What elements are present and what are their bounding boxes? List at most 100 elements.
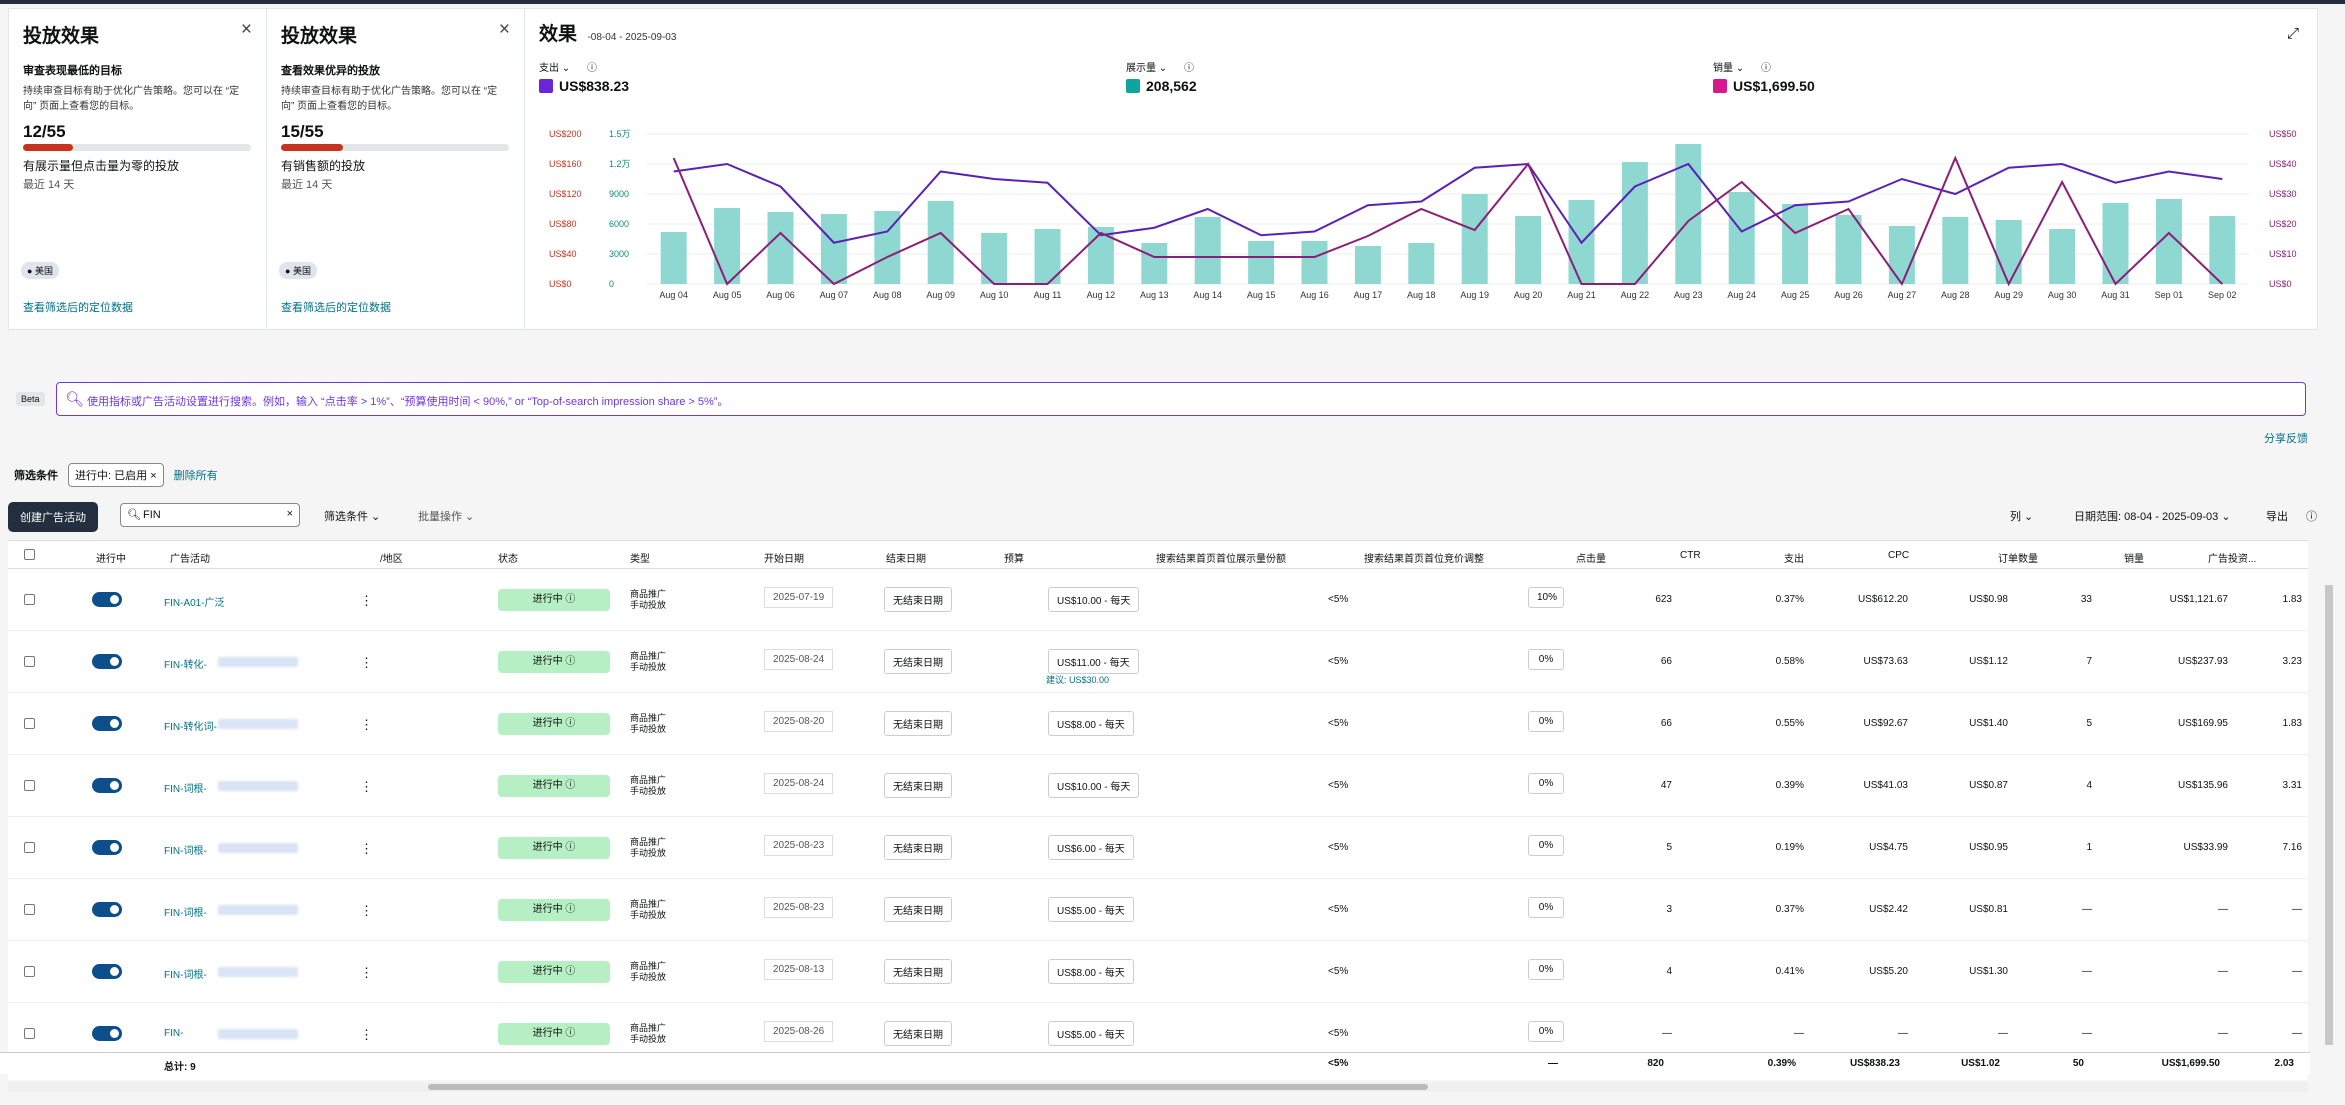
filter-chip[interactable]: 进行中: 已启用 × <box>68 463 164 487</box>
bid-adjustment-field[interactable]: 0% <box>1528 897 1564 918</box>
insight-card: 投放效果 × 查看效果优异的投放 持续审查目标有助于优化广告策略。您可以在 “定… <box>267 9 525 329</box>
campaign-search-input[interactable]: 🔍︎ FIN × <box>120 503 300 527</box>
vertical-scrollbar[interactable] <box>2325 585 2333 1045</box>
clear-icon[interactable]: × <box>286 508 293 520</box>
column-header[interactable]: 进行中 <box>96 554 126 565</box>
end-date-button[interactable]: 无结束日期 <box>884 897 952 922</box>
row-checkbox[interactable] <box>24 904 35 915</box>
metric-selector[interactable]: 展示量 ⌄ ⓘ 208,562 <box>1126 63 1197 94</box>
column-header[interactable]: 搜索结果首页首位竞价调整 <box>1364 554 1484 565</box>
row-checkbox[interactable] <box>24 1028 35 1039</box>
create-campaign-button[interactable]: 创建广告活动 <box>8 502 98 532</box>
column-header[interactable]: 销量 <box>2124 554 2144 565</box>
column-header[interactable]: 广告投资... <box>2208 554 2257 565</box>
end-date-button[interactable]: 无结束日期 <box>884 835 952 860</box>
budget-suggestion[interactable]: 建议: US$30.00 <box>1046 675 1110 685</box>
more-icon[interactable]: ⋮ <box>360 655 373 670</box>
expand-icon[interactable]: ⤢ <box>2286 25 2299 42</box>
campaign-name-link[interactable]: FIN-词根- <box>164 846 207 857</box>
column-header[interactable]: 点击量 <box>1576 554 1606 565</box>
end-date-button[interactable]: 无结束日期 <box>884 587 952 612</box>
active-toggle[interactable] <box>92 902 122 917</box>
active-toggle[interactable] <box>92 778 122 793</box>
cpc: US$0.87 <box>1969 780 2008 791</box>
filter-dropdown[interactable]: 筛选条件 ⌄ <box>324 511 381 523</box>
close-icon[interactable]: × <box>240 19 252 40</box>
budget-field[interactable]: US$5.00 - 每天 <box>1048 897 1134 922</box>
budget-field[interactable]: US$11.00 - 每天 <box>1048 649 1139 674</box>
feedback-link[interactable]: 分享反馈 <box>2264 433 2308 445</box>
budget-field[interactable]: US$8.00 - 每天 <box>1048 959 1134 984</box>
column-header[interactable]: /地区 <box>380 554 403 565</box>
campaign-name-link[interactable]: FIN-转化词- <box>164 722 217 733</box>
column-header[interactable]: 订单数量 <box>1998 554 2038 565</box>
row-checkbox[interactable] <box>24 718 35 729</box>
row-checkbox[interactable] <box>24 842 35 853</box>
more-icon[interactable]: ⋮ <box>360 903 373 918</box>
column-header[interactable]: 状态 <box>498 554 518 565</box>
bid-adjustment-field[interactable]: 0% <box>1528 1021 1564 1042</box>
column-header[interactable]: 搜索结果首页首位展示量份额 <box>1156 554 1286 565</box>
end-date-button[interactable]: 无结束日期 <box>884 959 952 984</box>
column-header[interactable]: CPC <box>1888 550 1910 561</box>
active-toggle[interactable] <box>92 654 122 669</box>
select-all-checkbox[interactable] <box>24 549 35 560</box>
bulk-actions-dropdown[interactable]: 批量操作 ⌄ <box>418 511 475 523</box>
active-toggle[interactable] <box>92 840 122 855</box>
bid-adjustment-field[interactable]: 0% <box>1528 959 1564 980</box>
bid-adjustment-field[interactable]: 0% <box>1528 649 1564 670</box>
close-icon[interactable]: × <box>498 19 510 40</box>
column-header[interactable]: 结束日期 <box>886 554 926 565</box>
view-targeting-link[interactable]: 查看筛选后的定位数据 <box>23 302 133 314</box>
active-toggle[interactable] <box>92 716 122 731</box>
metric-selector[interactable]: 支出 ⌄ ⓘ US$838.23 <box>539 63 630 94</box>
row-checkbox[interactable] <box>24 594 35 605</box>
columns-dropdown[interactable]: 列 ⌄ <box>2010 511 2034 523</box>
end-date-button[interactable]: 无结束日期 <box>884 773 952 798</box>
campaign-name-link[interactable]: FIN-A01-广泛 <box>164 598 225 609</box>
export-button[interactable]: 导出 <box>2266 511 2288 523</box>
more-icon[interactable]: ⋮ <box>360 717 373 732</box>
campaign-name-link[interactable]: FIN-词根- <box>164 970 207 981</box>
date-range-dropdown[interactable]: 日期范围: 08-04 - 2025-09-03 ⌄ <box>2074 511 2231 523</box>
more-icon[interactable]: ⋮ <box>360 593 373 608</box>
budget-field[interactable]: US$8.00 - 每天 <box>1048 711 1134 736</box>
row-checkbox[interactable] <box>24 656 35 667</box>
end-date-button[interactable]: 无结束日期 <box>884 649 952 674</box>
more-icon[interactable]: ⋮ <box>360 779 373 794</box>
campaign-name-link[interactable]: FIN-转化- <box>164 660 207 671</box>
column-header[interactable]: 开始日期 <box>764 554 804 565</box>
bid-adjustment-field[interactable]: 0% <box>1528 711 1564 732</box>
budget-field[interactable]: US$10.00 - 每天 <box>1048 587 1140 612</box>
more-icon[interactable]: ⋮ <box>360 1027 373 1042</box>
ai-search-input[interactable]: 🔍︎ 使用指标或广告活动设置进行搜索。例如，输入 “点击率 > 1%”、“预算使… <box>56 382 2306 416</box>
bid-adjustment-field[interactable]: 10% <box>1528 587 1564 608</box>
campaign-name-link[interactable]: FIN-词根- <box>164 908 207 919</box>
column-header[interactable]: CTR <box>1680 550 1701 561</box>
budget-field[interactable]: US$5.00 - 每天 <box>1048 1021 1134 1046</box>
more-icon[interactable]: ⋮ <box>360 841 373 856</box>
campaign-name-link[interactable]: FIN- <box>164 1028 184 1039</box>
horizontal-scrollbar[interactable] <box>8 1082 2308 1092</box>
end-date-button[interactable]: 无结束日期 <box>884 711 952 736</box>
bid-adjustment-field[interactable]: 0% <box>1528 835 1564 856</box>
column-header[interactable]: 支出 <box>1784 554 1804 565</box>
close-icon[interactable]: × <box>150 470 157 482</box>
budget-field[interactable]: US$10.00 - 每天 <box>1048 773 1140 798</box>
view-targeting-link[interactable]: 查看筛选后的定位数据 <box>281 302 391 314</box>
row-checkbox[interactable] <box>24 966 35 977</box>
active-toggle[interactable] <box>92 964 122 979</box>
active-toggle[interactable] <box>92 592 122 607</box>
bid-adjustment-field[interactable]: 0% <box>1528 773 1564 794</box>
row-checkbox[interactable] <box>24 780 35 791</box>
column-header[interactable]: 广告活动 <box>170 554 210 565</box>
campaign-name-link[interactable]: FIN-词根- <box>164 784 207 795</box>
end-date-button[interactable]: 无结束日期 <box>884 1021 952 1046</box>
column-header[interactable]: 类型 <box>630 554 650 565</box>
active-toggle[interactable] <box>92 1026 122 1041</box>
metric-selector[interactable]: 销量 ⌄ ⓘ US$1,699.50 <box>1713 63 1815 94</box>
clear-filters-link[interactable]: 删除所有 <box>173 470 218 482</box>
budget-field[interactable]: US$6.00 - 每天 <box>1048 835 1134 860</box>
column-header[interactable]: 预算 <box>1004 554 1024 565</box>
more-icon[interactable]: ⋮ <box>360 965 373 980</box>
